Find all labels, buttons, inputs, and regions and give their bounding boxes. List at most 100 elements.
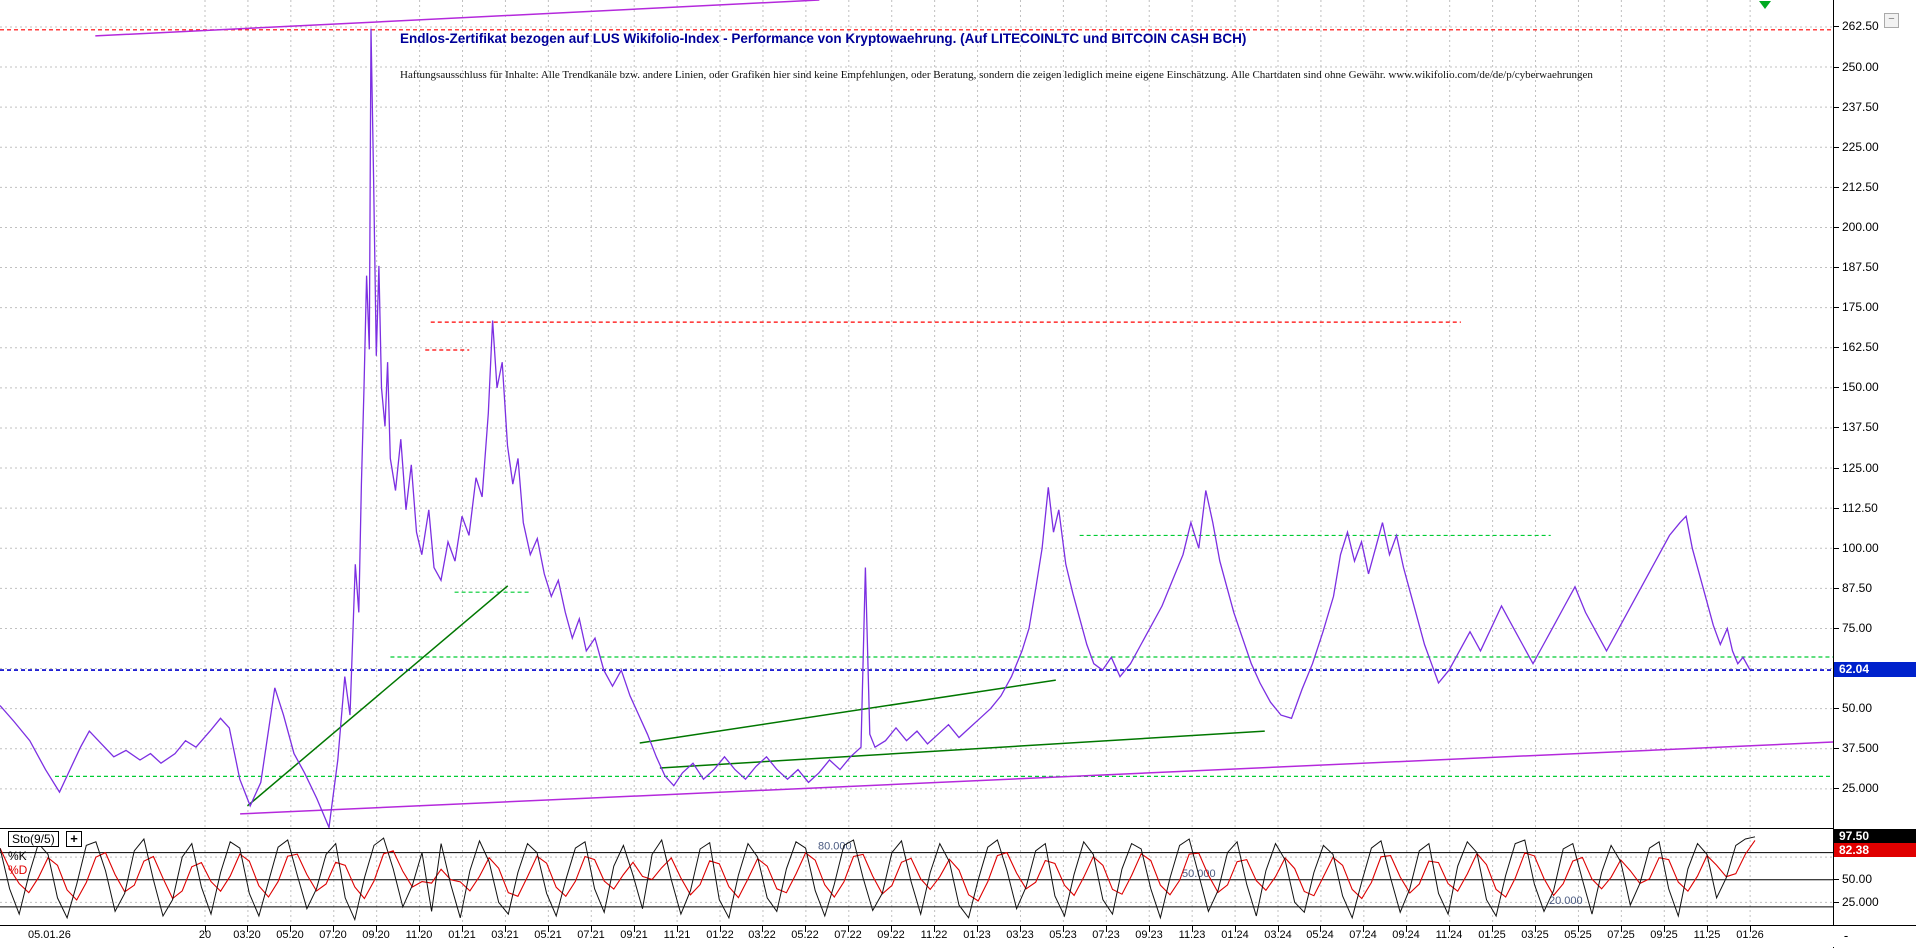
panel-divider (0, 828, 1833, 829)
x-tick-label: 11.21 (663, 929, 691, 941)
uptrend-mid-b-trendline (659, 730, 1265, 769)
x-tick-label: 01.24 (1221, 929, 1249, 941)
x-tick-label: 03.25 (1521, 929, 1549, 941)
y-tick-label: 175.00 (1842, 300, 1879, 314)
x-tick-label: 09.24 (1392, 929, 1420, 941)
y-tick (1833, 227, 1839, 228)
channel-bottom-trendline (240, 741, 1833, 815)
x-tick-label: 05.24 (1306, 929, 1334, 941)
y-tick (1833, 508, 1839, 509)
x-tick-label: 09.21 (620, 929, 648, 941)
y-tick (1833, 147, 1839, 148)
uptrend-mid-a-trendline (639, 679, 1056, 744)
x-tick-label: 05.25 (1564, 929, 1592, 941)
x-tick (419, 926, 420, 932)
x-tick-label: 03.21 (491, 929, 519, 941)
x-tick-label: 09.25 (1650, 929, 1678, 941)
x-tick (1278, 926, 1279, 932)
x-tick-label: 07.21 (577, 929, 605, 941)
y-tick (1833, 267, 1839, 268)
y-tick-label: 250.00 (1842, 60, 1879, 74)
x-tick (290, 926, 291, 932)
stoch-k-line (0, 836, 1756, 922)
high-marker-icon (1759, 1, 1771, 9)
disclaimer-text: Haftungsausschluss für Inhalte: Alle Tre… (400, 69, 1593, 81)
x-tick (677, 926, 678, 932)
x-tick-label: 05.21 (534, 929, 562, 941)
x-tick (1106, 926, 1107, 932)
first-date-label: 05.01.26 (28, 929, 71, 941)
x-tick-label: 01.21 (448, 929, 476, 941)
x-tick (1063, 926, 1064, 932)
zoom-out-button[interactable]: - (1843, 928, 1849, 943)
x-tick-label: 11.22 (920, 929, 948, 941)
x-tick-label: 09.23 (1135, 929, 1163, 941)
axis-divider (0, 925, 1916, 926)
x-tick-label: 20 (198, 929, 212, 941)
x-tick-label: 09.22 (877, 929, 905, 941)
y-tick-label: 50.00 (1842, 701, 1873, 715)
add-indicator-button[interactable]: + (66, 831, 82, 847)
y-tick-label: 262.50 (1842, 19, 1879, 33)
y-tick (1833, 708, 1839, 709)
stoch-y-tick-label: 50.00 (1842, 872, 1873, 886)
x-tick-label: 07.25 (1607, 929, 1635, 941)
x-tick (247, 926, 248, 932)
y-tick-label: 75.00 (1842, 621, 1873, 635)
x-tick-label: 01.22 (706, 929, 734, 941)
stoch-level-label: 80.000 (818, 841, 852, 853)
y-tick-label: 212.50 (1842, 180, 1879, 194)
x-tick (762, 926, 763, 932)
y-tick-label: 200.00 (1842, 220, 1879, 234)
x-tick (848, 926, 849, 932)
x-tick (1149, 926, 1150, 932)
page-title: Endlos-Zertifikat bezogen auf LUS Wikifo… (400, 31, 1247, 46)
y-tick (1833, 788, 1839, 789)
stoch-d-line (0, 840, 1756, 902)
stoch-y-tick-label: 25.000 (1842, 895, 1879, 909)
stoch-y-tick (1833, 879, 1839, 880)
x-tick (1664, 926, 1665, 932)
y-tick (1833, 67, 1839, 68)
collapse-panel-icon[interactable]: − (1884, 13, 1899, 28)
x-tick (977, 926, 978, 932)
y-tick (1833, 628, 1839, 629)
x-tick (1492, 926, 1493, 932)
x-tick (548, 926, 549, 932)
y-tick-label: 87.50 (1842, 581, 1873, 595)
x-tick (805, 926, 806, 932)
x-tick (1406, 926, 1407, 932)
stochastic-indicator-label[interactable]: Sto(9/5) (8, 831, 59, 847)
y-tick-label: 125.00 (1842, 461, 1879, 475)
x-tick (462, 926, 463, 932)
current-price-tag: 62.04 (1834, 662, 1916, 677)
y-tick (1833, 307, 1839, 308)
x-tick (634, 926, 635, 932)
price-line (0, 28, 1751, 828)
y-tick (1833, 107, 1839, 108)
x-tick-label: 01.25 (1478, 929, 1506, 941)
x-tick (720, 926, 721, 932)
y-tick-label: 237.50 (1842, 100, 1879, 114)
x-tick (1707, 926, 1708, 932)
y-tick (1833, 468, 1839, 469)
x-tick-label: 05.23 (1049, 929, 1077, 941)
x-tick-label: 01.26 (1736, 929, 1764, 941)
x-tick (1363, 926, 1364, 932)
y-tick (1833, 187, 1839, 188)
y-tick-label: 25.000 (1842, 781, 1879, 795)
x-tick (1192, 926, 1193, 932)
x-tick-label: 07.22 (834, 929, 862, 941)
x-tick-label: 07.24 (1349, 929, 1377, 941)
x-tick-label: 05.22 (791, 929, 819, 941)
x-tick-label: 03.22 (748, 929, 776, 941)
stoch-y-tick (1833, 902, 1839, 903)
x-tick (1578, 926, 1579, 932)
x-tick-label: 03.24 (1264, 929, 1292, 941)
stoch-level-label: 20.000 (1549, 895, 1583, 907)
y-tick (1833, 427, 1839, 428)
y-tick-label: 150.00 (1842, 380, 1879, 394)
x-tick-label: 05.20 (276, 929, 304, 941)
channel-top-trendline (95, 0, 820, 37)
